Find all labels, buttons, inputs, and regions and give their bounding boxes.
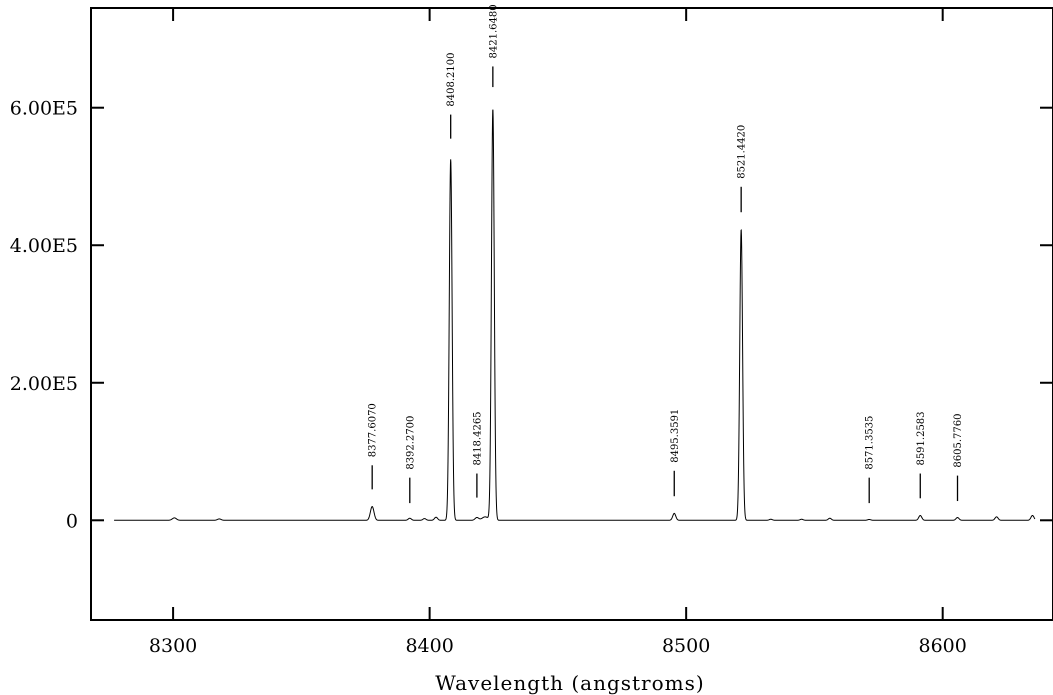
x-axis: 8300 8400 8500 8600 (149, 8, 967, 657)
y-tick-label: 6.00E5 (10, 98, 78, 120)
peak-annotations: 8377.6070 8392.2700 8408.2100 8418.4265 8421… (368, 4, 964, 504)
y-tick-label: 4.00E5 (10, 235, 78, 257)
y-axis: 0 2.00E5 4.00E5 6.00E5 (10, 98, 1053, 532)
peak-label: 8408.2100 (446, 53, 457, 107)
peak-label: 8571.3535 (865, 416, 876, 470)
x-tick-label: 8300 (149, 635, 197, 657)
peak-label: 8495.3591 (670, 409, 681, 463)
x-tick-label: 8400 (405, 635, 453, 657)
peak-label: 8392.2700 (405, 416, 416, 470)
x-tick-label: 8600 (919, 635, 967, 657)
peak-label: 8521.4420 (737, 125, 748, 179)
peak-label: 8421.6480 (488, 4, 499, 58)
peak-label: 8605.7760 (953, 414, 964, 468)
peak-label: 8591.2583 (916, 411, 927, 465)
spectrum-line (114, 109, 1036, 521)
peak-label: 8418.4265 (472, 411, 483, 465)
y-tick-label: 2.00E5 (10, 373, 78, 395)
x-axis-title: Wavelength (angstroms) (435, 671, 704, 695)
plot-frame (90, 7, 1053, 621)
y-tick-label: 0 (66, 510, 78, 532)
x-tick-label: 8500 (662, 635, 710, 657)
peak-label: 8377.6070 (368, 403, 379, 457)
